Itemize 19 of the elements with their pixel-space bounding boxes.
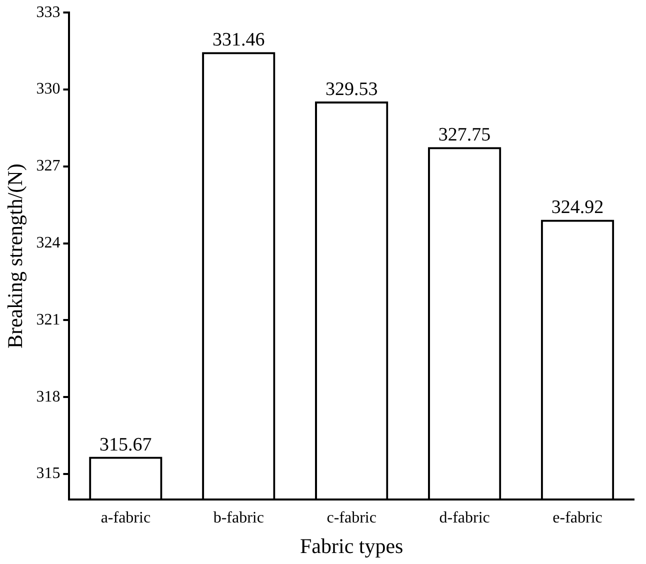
y-tick-label: 318 bbox=[36, 388, 60, 406]
data-label: 315.67 bbox=[100, 434, 152, 456]
x-axis-title: Fabric types bbox=[300, 534, 404, 558]
x-tick-label: e-fabric bbox=[552, 509, 602, 526]
y-tick-label: 333 bbox=[36, 4, 60, 21]
x-tick-label: d-fabric bbox=[439, 509, 490, 526]
data-label: 329.53 bbox=[325, 79, 378, 100]
y-tick-label: 321 bbox=[36, 311, 60, 328]
data-label: 327.75 bbox=[438, 124, 491, 146]
x-tick-label: c-fabric bbox=[326, 509, 376, 526]
y-tick-label: 324 bbox=[36, 234, 60, 252]
x-tick-label: b-fabric bbox=[213, 509, 264, 526]
data-label: 324.92 bbox=[551, 197, 604, 218]
data-label: 331.46 bbox=[212, 30, 265, 51]
y-tick-label: 327 bbox=[36, 158, 60, 175]
x-tick-label: a-fabric bbox=[100, 509, 151, 526]
y-tick-label: 330 bbox=[36, 80, 60, 98]
y-axis-title: Breaking strength/(N) bbox=[3, 164, 28, 349]
y-tick-label: 315 bbox=[36, 465, 60, 482]
